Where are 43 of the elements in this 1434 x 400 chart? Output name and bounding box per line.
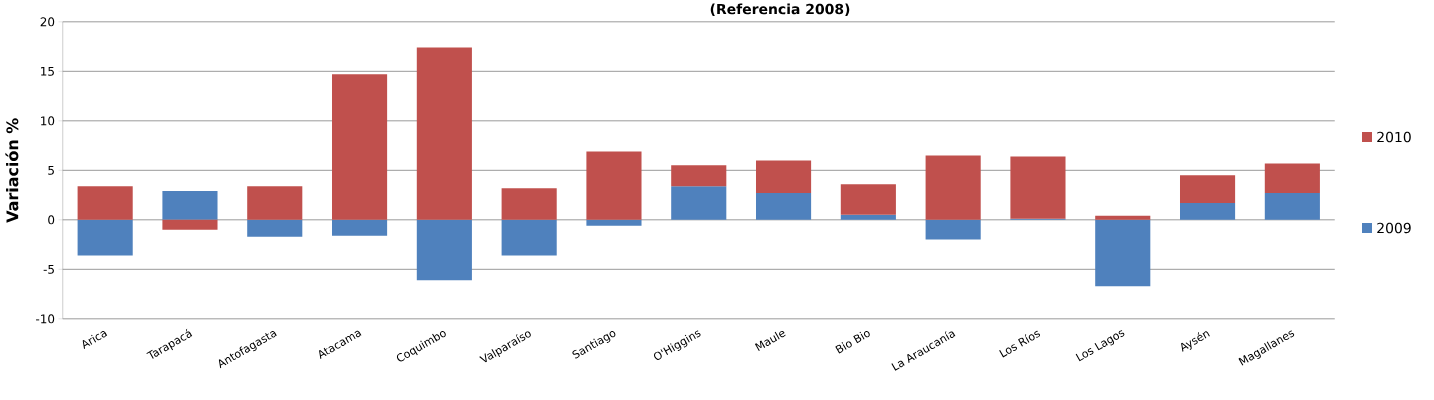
y-tick-label: 20	[40, 17, 55, 27]
chart-title: (Referencia 2008)	[710, 3, 850, 16]
y-tick-label: 10	[41, 116, 55, 126]
bar	[925, 155, 981, 220]
y-tick-label: -5	[43, 264, 54, 274]
bar	[1264, 193, 1320, 220]
bar	[671, 165, 727, 187]
bar	[247, 219, 303, 237]
bar	[332, 74, 388, 220]
bar	[840, 184, 896, 215]
bar	[1180, 202, 1236, 220]
bar	[1095, 215, 1151, 220]
legend-label: 2010	[1377, 131, 1411, 143]
bar	[586, 219, 642, 226]
y-tick-label: 5	[48, 165, 54, 175]
bar	[756, 160, 812, 194]
bar	[501, 188, 557, 220]
bar	[925, 219, 981, 240]
bar	[586, 151, 642, 220]
bar	[1010, 156, 1066, 219]
bar	[247, 186, 303, 220]
bar	[162, 191, 218, 220]
y-tick-label: 0	[48, 215, 55, 225]
bar	[1264, 163, 1320, 194]
bar	[756, 193, 812, 220]
bar	[840, 214, 896, 220]
bar	[77, 219, 133, 256]
bar	[332, 219, 388, 236]
bar	[416, 219, 472, 281]
bar	[1095, 219, 1151, 287]
y-tick-label: -10	[36, 314, 55, 324]
x-tick-label: Arica	[82, 331, 108, 349]
bar	[671, 186, 727, 220]
legend-label: 2009	[1377, 222, 1411, 234]
bar	[77, 186, 133, 220]
y-axis-title: Variación %	[5, 118, 19, 223]
bar	[1180, 175, 1236, 203]
bar	[162, 219, 218, 230]
x-tick-label: Bio Bio	[835, 331, 870, 354]
y-tick-label: 15	[41, 66, 54, 76]
x-tick-label: Los Ríos	[999, 330, 1040, 358]
bar	[501, 219, 557, 256]
bar	[416, 47, 472, 220]
